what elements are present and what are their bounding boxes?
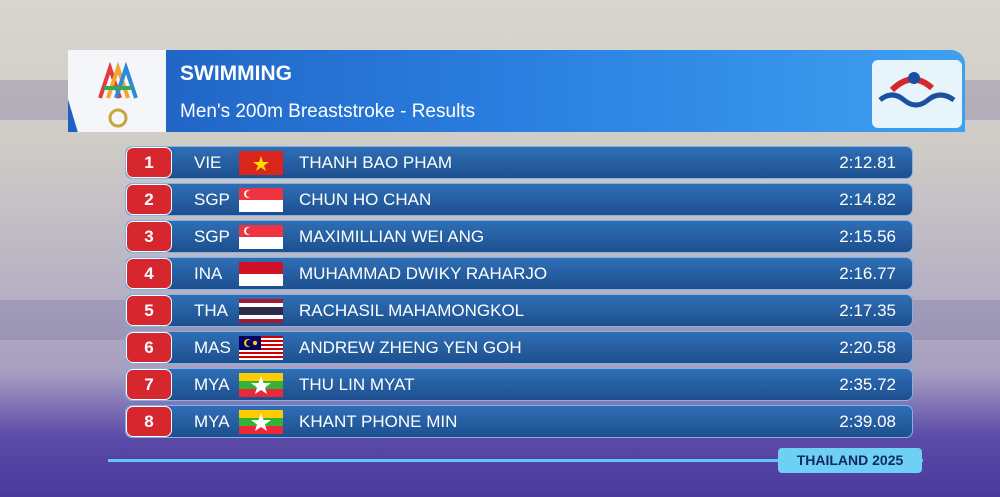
country: VIE	[194, 153, 222, 172]
country: MAS	[194, 338, 231, 357]
result-row: 1 VIE THANH BAO PHAM 2:12.81	[125, 146, 913, 179]
country: SGP	[194, 227, 230, 246]
athlete-name: RACHASIL MAHAMONGKOL	[299, 301, 525, 320]
flag	[239, 188, 283, 212]
result-row: 8 MYA KHANT PHONE MIN 2:39.08	[125, 405, 913, 438]
logo-mark	[98, 61, 138, 128]
flag	[239, 225, 283, 249]
athlete-name: MAXIMILLIAN WEI ANG	[299, 227, 485, 246]
flag	[239, 262, 283, 286]
flag	[239, 336, 283, 360]
result-row: 2 SGP CHUN HO CHAN 2:14.82	[125, 183, 913, 216]
rank: 3	[126, 221, 172, 252]
result-row: 5 THA RACHASIL MAHAMONGKOL 2:17.35	[125, 294, 913, 327]
athlete-name: ANDREW ZHENG YEN GOH	[299, 338, 522, 357]
flag	[239, 151, 283, 175]
result-time: 2:17.35	[839, 301, 896, 320]
athlete-name: MUHAMMAD DWIKY RAHARJO	[299, 264, 548, 283]
flag	[239, 410, 283, 434]
rank: 1	[126, 147, 172, 178]
footer-label: THAILAND 2025	[778, 448, 922, 473]
result-time: 2:15.56	[839, 227, 896, 246]
country: SGP	[194, 190, 230, 209]
swimmer-icon	[878, 72, 956, 108]
result-time: 2:35.72	[839, 375, 896, 394]
flag	[239, 373, 283, 397]
rank: 2	[126, 184, 172, 215]
games-logo	[68, 50, 166, 132]
rank: 5	[126, 295, 172, 326]
footer-rule	[108, 459, 923, 462]
result-row: 3 SGP MAXIMILLIAN WEI ANG 2:15.56	[125, 220, 913, 253]
country: MYA	[194, 375, 230, 394]
result-time: 2:16.77	[839, 264, 896, 283]
result-time: 2:14.82	[839, 190, 896, 209]
rank: 6	[126, 332, 172, 363]
header-title: SWIMMING	[180, 62, 292, 85]
country: THA	[194, 301, 228, 320]
country: INA	[194, 264, 223, 283]
header-subtitle: Men's 200m Breaststroke - Results	[180, 101, 476, 122]
result-row: 6 MAS ANDREW ZHENG YEN GOH 2:20.58	[125, 331, 913, 364]
country: MYA	[194, 412, 230, 431]
athlete-name: THANH BAO PHAM	[299, 153, 453, 172]
athlete-name: THU LIN MYAT	[299, 375, 415, 394]
flag	[239, 299, 283, 323]
athlete-name: CHUN HO CHAN	[299, 190, 432, 209]
result-row: 4 INA MUHAMMAD DWIKY RAHARJO 2:16.77	[125, 257, 913, 290]
result-time: 2:12.81	[839, 153, 896, 172]
result-row: 7 MYA THU LIN MYAT 2:35.72	[125, 368, 913, 401]
athlete-name: KHANT PHONE MIN	[299, 412, 458, 431]
result-time: 2:20.58	[839, 338, 896, 357]
result-time: 2:39.08	[839, 412, 896, 431]
header-panel	[68, 50, 965, 132]
rank: 8	[126, 406, 172, 437]
rank: 4	[126, 258, 172, 289]
rank: 7	[126, 369, 172, 400]
sport-icon	[872, 60, 962, 128]
